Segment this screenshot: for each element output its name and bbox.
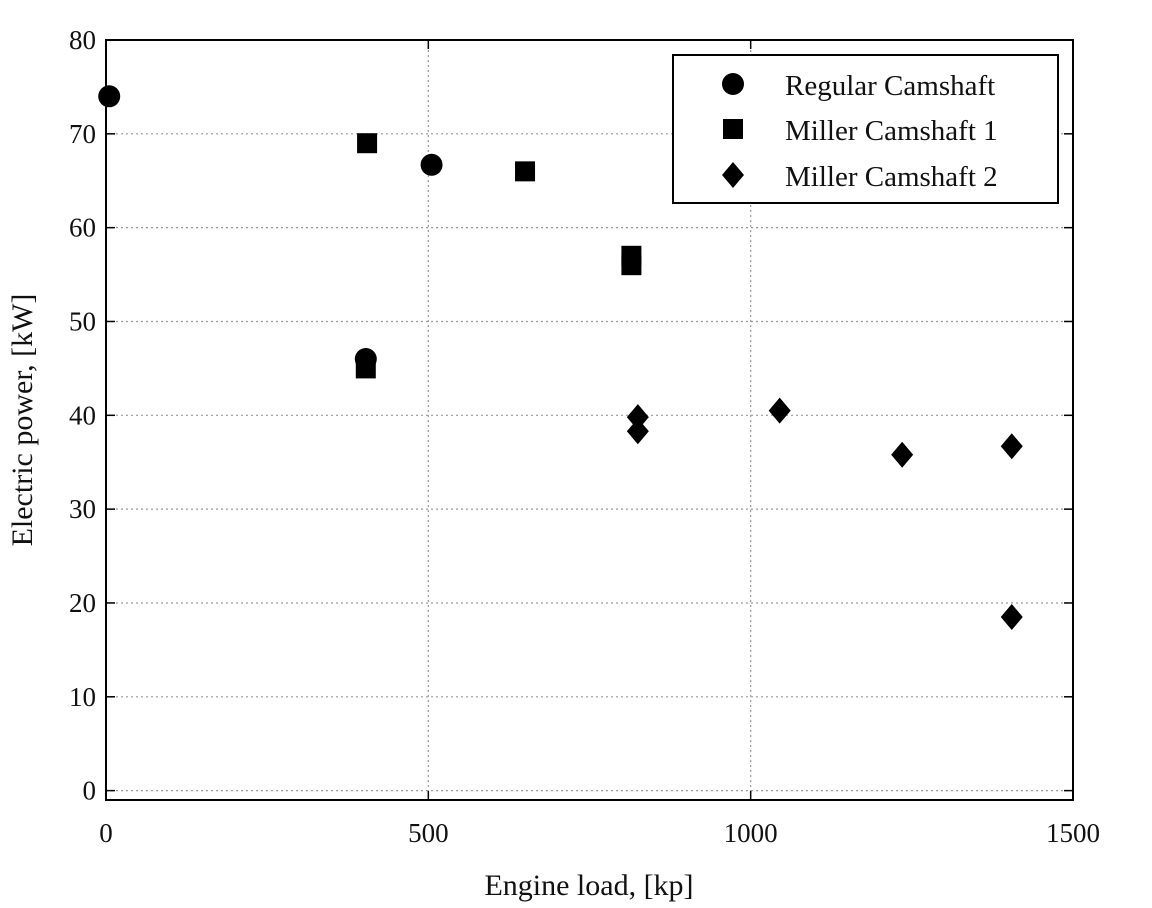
y-tick-label: 70 — [69, 119, 96, 149]
y-tick-label: 30 — [69, 494, 96, 524]
y-tick-label: 80 — [69, 25, 96, 55]
y-tick-label: 40 — [69, 400, 96, 430]
data-point-square — [515, 161, 536, 182]
data-point-diamond — [626, 418, 649, 445]
data-point-diamond — [626, 404, 649, 431]
data-point-diamond — [768, 397, 791, 424]
legend-label: Regular Camshaft — [785, 70, 995, 102]
x-tick-label: 500 — [408, 818, 449, 848]
x-tick-label: 1500 — [1046, 818, 1100, 848]
x-axis-title: Engine load, [kp] — [484, 869, 693, 902]
y-tick-label: 60 — [69, 213, 96, 243]
y-tick-label: 20 — [69, 588, 96, 618]
y-tick-label: 50 — [69, 306, 96, 336]
y-tick-label: 0 — [83, 776, 97, 806]
legend: Regular Camshaft Miller Camshaft 1 Mille… — [672, 54, 1059, 204]
y-tick-label: 10 — [69, 682, 96, 712]
data-point-diamond — [1000, 433, 1023, 460]
x-tick-label: 0 — [99, 818, 113, 848]
series-regular-camshaft — [98, 85, 443, 371]
grid-lines — [106, 40, 1073, 800]
data-point-circle — [420, 153, 443, 176]
plot-area-frame — [105, 39, 1074, 801]
data-point-circle — [98, 85, 121, 108]
data-point-square — [621, 255, 642, 276]
legend-item-miller-camshaft-1: Miller Camshaft 1 — [723, 115, 998, 147]
legend-label: Miller Camshaft 1 — [785, 115, 998, 147]
legend-square-marker — [723, 119, 743, 139]
axis-ticks: 0 500 1000 1500 0 10 20 30 40 50 60 70 80 — [69, 25, 1100, 848]
legend-circle-marker — [722, 73, 744, 95]
legend-diamond-marker — [722, 162, 744, 188]
x-tick-label: 1000 — [724, 818, 778, 848]
data-point-square — [357, 133, 378, 154]
legend-item-regular-camshaft: Regular Camshaft — [722, 70, 995, 102]
legend-item-miller-camshaft-2: Miller Camshaft 2 — [722, 161, 998, 193]
legend-label: Miller Camshaft 2 — [785, 161, 998, 193]
data-point-diamond — [891, 441, 914, 468]
series-miller-camshaft-1 — [355, 133, 642, 379]
data-point-square — [355, 358, 376, 379]
y-axis-title: Electric power, [kW] — [6, 294, 39, 547]
series-miller-camshaft-2 — [626, 397, 1023, 631]
data-points — [98, 85, 1023, 631]
data-point-diamond — [1000, 604, 1023, 631]
